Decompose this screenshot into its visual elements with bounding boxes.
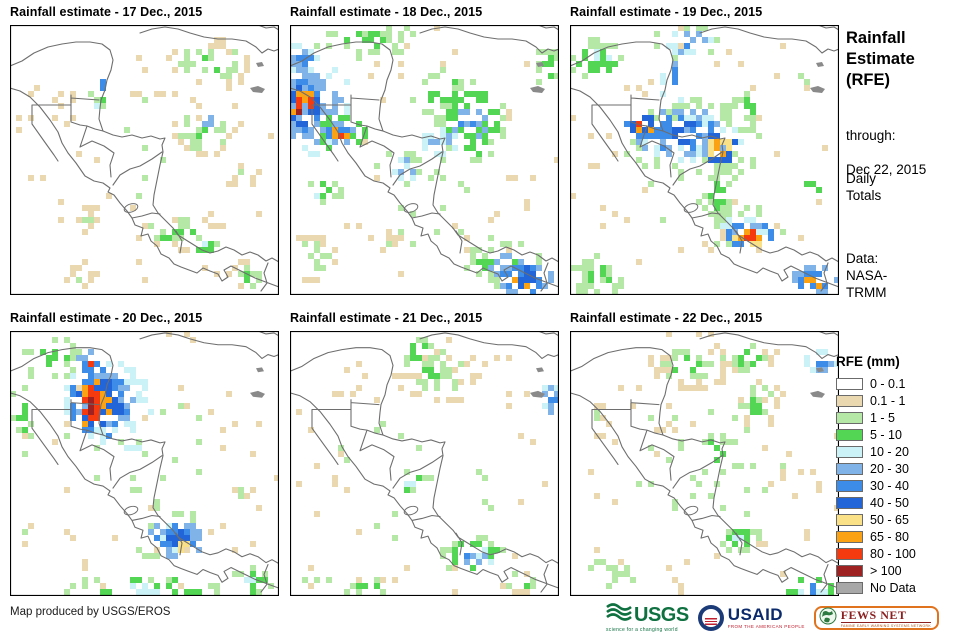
map-panel-19-dec: Rainfall estimate - 19 Dec., 2015 xyxy=(570,5,839,295)
through-date-block: through: Dec 22, 2015 xyxy=(846,110,926,178)
legend-item: 0.1 - 1 xyxy=(836,392,966,409)
legend-label: 0 - 0.1 xyxy=(870,376,906,391)
legend-color-swatch xyxy=(836,377,863,390)
legend-item: 10 - 20 xyxy=(836,443,966,460)
legend-item: 80 - 100 xyxy=(836,545,966,562)
legend-rows: 0 - 0.1 0.1 - 1 1 - 5 5 - 10 10 - 20 20 - 30 3… xyxy=(836,375,966,596)
legend-item: 65 - 80 xyxy=(836,528,966,545)
through-label: through: xyxy=(846,128,896,143)
panel-title: Rainfall estimate - 22 Dec., 2015 xyxy=(570,311,763,325)
usaid-logo: USAID FROM THE AMERICAN PEOPLE xyxy=(697,605,805,631)
legend-item: 30 - 40 xyxy=(836,477,966,494)
rainfall-raster-map xyxy=(290,331,559,596)
usaid-tagline: FROM THE AMERICAN PEOPLE xyxy=(727,624,805,629)
through-date: Dec 22, 2015 xyxy=(846,162,927,177)
legend-label: > 100 xyxy=(870,563,902,578)
legend-color-swatch xyxy=(836,564,863,577)
legend-label: 30 - 40 xyxy=(870,478,909,493)
fewsnet-logo: FEWS NET FAMINE EARLY WARNING SYSTEMS NE… xyxy=(813,606,939,630)
legend-label: 5 - 10 xyxy=(870,427,902,442)
panel-title: Rainfall estimate - 17 Dec., 2015 xyxy=(10,5,203,19)
rainfall-raster-map xyxy=(10,331,279,596)
rainfall-raster-map xyxy=(570,25,839,295)
legend-color-swatch xyxy=(836,530,863,543)
legend-item: 20 - 30 xyxy=(836,460,966,477)
legend-item: No Data xyxy=(836,579,966,596)
logo-strip: USGS science for a changing world USAID … xyxy=(606,603,939,633)
rainfall-raster-map xyxy=(290,25,559,295)
usgs-wave-icon xyxy=(606,603,632,626)
usgs-name: USGS xyxy=(634,603,689,626)
map-panel-21-dec: Rainfall estimate - 21 Dec., 2015 xyxy=(290,311,559,596)
sheet-title: Rainfall Estimate (RFE) xyxy=(846,29,915,89)
usaid-seal-icon xyxy=(697,605,724,631)
legend-item: 1 - 5 xyxy=(836,409,966,426)
usgs-tagline: science for a changing world xyxy=(606,627,678,633)
panel-title: Rainfall estimate - 19 Dec., 2015 xyxy=(570,5,763,19)
legend-color-swatch xyxy=(836,547,863,560)
legend-color-swatch xyxy=(836,496,863,509)
legend-label: 80 - 100 xyxy=(870,546,916,561)
legend-title: RFE (mm) xyxy=(836,354,900,369)
rfe-legend: RFE (mm) 0 - 0.1 0.1 - 1 1 - 5 5 - 10 10 - 2… xyxy=(836,354,966,596)
legend-color-swatch xyxy=(836,445,863,458)
panel-title: Rainfall estimate - 18 Dec., 2015 xyxy=(290,5,483,19)
legend-item: 50 - 65 xyxy=(836,511,966,528)
panel-title: Rainfall estimate - 21 Dec., 2015 xyxy=(290,311,483,325)
fewsnet-globe-icon xyxy=(819,607,837,630)
legend-label: No Data xyxy=(870,580,916,595)
map-panel-22-dec: Rainfall estimate - 22 Dec., 2015 xyxy=(570,311,839,596)
legend-color-swatch xyxy=(836,411,863,424)
legend-label: 1 - 5 xyxy=(870,410,896,425)
usaid-name: USAID xyxy=(727,605,784,624)
fewsnet-tagline: FAMINE EARLY WARNING SYSTEMS NETWORK xyxy=(840,623,931,628)
map-credit: Map produced by USGS/EROS xyxy=(10,606,171,618)
fewsnet-name: FEWS NET xyxy=(840,609,931,623)
map-panel-17-dec: Rainfall estimate - 17 Dec., 2015 xyxy=(10,5,279,295)
legend-color-swatch xyxy=(836,479,863,492)
legend-color-swatch xyxy=(836,428,863,441)
map-panel-18-dec: Rainfall estimate - 18 Dec., 2015 xyxy=(290,5,559,295)
rainfall-raster-map xyxy=(10,25,279,295)
usgs-logo: USGS science for a changing world xyxy=(606,603,689,633)
legend-item: 0 - 0.1 xyxy=(836,375,966,392)
legend-label: 65 - 80 xyxy=(870,529,909,544)
legend-color-swatch xyxy=(836,581,863,594)
legend-item: 5 - 10 xyxy=(836,426,966,443)
legend-label: 0.1 - 1 xyxy=(870,393,906,408)
legend-color-swatch xyxy=(836,513,863,526)
panel-title: Rainfall estimate - 20 Dec., 2015 xyxy=(10,311,203,325)
data-source-label: Data: NASA- TRMM xyxy=(846,251,888,300)
legend-item: 40 - 50 xyxy=(836,494,966,511)
legend-color-swatch xyxy=(836,394,863,407)
legend-label: 40 - 50 xyxy=(870,495,909,510)
legend-label: 50 - 65 xyxy=(870,512,909,527)
legend-label: 20 - 30 xyxy=(870,461,909,476)
map-panel-20-dec: Rainfall estimate - 20 Dec., 2015 xyxy=(10,311,279,596)
rainfall-raster-map xyxy=(570,331,839,596)
legend-item: > 100 xyxy=(836,562,966,579)
period-label: Daily Totals xyxy=(846,171,882,203)
legend-color-swatch xyxy=(836,462,863,475)
legend-label: 10 - 20 xyxy=(870,444,909,459)
